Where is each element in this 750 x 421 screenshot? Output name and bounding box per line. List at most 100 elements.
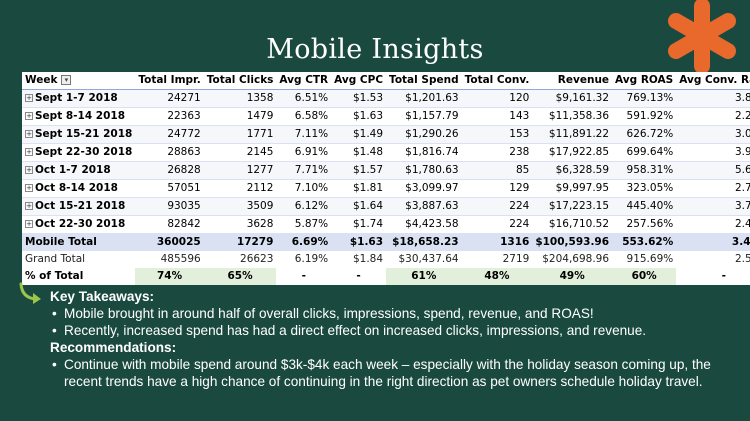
cell: - <box>276 268 332 285</box>
cell: 238 <box>461 143 533 162</box>
row-week-label: Sept 15-21 2018 <box>35 128 133 140</box>
cell: $30,437.64 <box>386 251 462 268</box>
expand-icon[interactable]: + <box>25 166 33 174</box>
cell: 3509 <box>203 197 277 216</box>
cell: 6.51% <box>276 89 332 108</box>
cell: $3,887.63 <box>386 197 462 216</box>
mobile-insights-table: Week ▾ Total Impr. Total Clicks Avg CTR A… <box>22 72 750 285</box>
cell: 2145 <box>203 143 277 162</box>
table-row: + Oct 22-30 2018 82842 3628 5.87% $1.74 $… <box>22 215 750 234</box>
expand-icon[interactable]: + <box>25 130 33 138</box>
cell: $17,223.15 <box>532 197 613 216</box>
grand-total-row: Grand Total 485596 26623 6.19% $1.84 $30… <box>22 251 750 268</box>
expand-icon[interactable]: + <box>25 184 33 192</box>
list-item: Continue with mobile spend around $3k-$4… <box>50 356 740 390</box>
cell: 24271 <box>135 89 204 108</box>
row-week-label: Oct 15-21 2018 <box>35 200 126 212</box>
cell: 5.61% <box>676 161 750 180</box>
header-total-clicks: Total Clicks <box>203 72 277 90</box>
header-total-impr: Total Impr. <box>135 72 204 90</box>
cell: $1.49 <box>331 125 387 144</box>
expand-icon[interactable]: + <box>25 94 33 102</box>
cell: $1.48 <box>331 143 387 162</box>
cell: Mobile Total <box>22 233 136 251</box>
cell: $100,593.96 <box>532 233 613 251</box>
cell: 48% <box>461 268 533 285</box>
table-row: + Sept 15-21 2018 24772 1771 7.11% $1.49 … <box>22 125 750 144</box>
cell: $16,710.52 <box>532 215 613 234</box>
cell: 26828 <box>135 161 204 180</box>
cell: 626.72% <box>612 125 677 144</box>
row-week-label: Oct 22-30 2018 <box>35 218 126 230</box>
cell: 6.19% <box>276 251 332 268</box>
header-avg-conv-rate: Avg Conv. Rate <box>676 72 750 90</box>
cell: 65% <box>203 268 277 285</box>
cell: 153 <box>461 125 533 144</box>
page-title: Mobile Insights <box>266 34 484 65</box>
header-week[interactable]: Week ▾ <box>22 72 136 90</box>
cell: $1.63 <box>331 233 387 251</box>
cell: $1.63 <box>331 107 387 126</box>
percent-of-total-row: % of Total 74% 65% - - 61% 48% 49% 60% - <box>22 268 750 285</box>
cell: $1.84 <box>331 251 387 268</box>
cell: 915.69% <box>612 251 677 268</box>
list-item: Recently, increased spend has had a dire… <box>50 322 740 339</box>
row-week-label: Sept 1-7 2018 <box>35 92 118 104</box>
header-total-spend: Total Spend <box>386 72 462 90</box>
cell: 3628 <box>203 215 277 234</box>
row-week-label: Oct 1-7 2018 <box>35 164 111 176</box>
cell: 485596 <box>135 251 204 268</box>
cell: 93035 <box>135 197 204 216</box>
cell: 26623 <box>203 251 277 268</box>
takeaways-heading: Key Takeaways: <box>50 289 155 304</box>
cell: $4,423.58 <box>386 215 462 234</box>
cell: 3.44% <box>676 233 750 251</box>
cell: 143 <box>461 107 533 126</box>
header-revenue: Revenue <box>532 72 613 90</box>
cell: 323.05% <box>612 179 677 198</box>
cell: % of Total <box>22 268 136 285</box>
cell: 85 <box>461 161 533 180</box>
list-item: Mobile brought in around half of overall… <box>50 305 740 322</box>
header-total-conv: Total Conv. <box>461 72 533 90</box>
cell: 3.74% <box>676 197 750 216</box>
cell: 224 <box>461 197 533 216</box>
cell: $11,891.22 <box>532 125 613 144</box>
expand-icon[interactable]: + <box>25 202 33 210</box>
table-row: + Sept 22-30 2018 28863 2145 6.91% $1.48 … <box>22 143 750 162</box>
cell: 769.13% <box>612 89 677 108</box>
cell: $1.53 <box>331 89 387 108</box>
cell: 7.71% <box>276 161 332 180</box>
cell: $3,099.97 <box>386 179 462 198</box>
header-avg-cpc: Avg CPC <box>331 72 387 90</box>
table-row: + Oct 1-7 2018 26828 1277 7.71% $1.57 $1,… <box>22 161 750 180</box>
cell: $1.57 <box>331 161 387 180</box>
filter-dropdown-icon[interactable]: ▾ <box>61 75 72 85</box>
row-week-label: Oct 8-14 2018 <box>35 182 118 194</box>
cell: 445.40% <box>612 197 677 216</box>
cell: Grand Total <box>22 251 136 268</box>
cell: 224 <box>461 215 533 234</box>
asterisk-decoration-icon <box>668 0 736 74</box>
expand-icon[interactable]: + <box>25 112 33 120</box>
cell: 60% <box>612 268 677 285</box>
cell: 28863 <box>135 143 204 162</box>
cell: 699.64% <box>612 143 677 162</box>
cell: 57051 <box>135 179 204 198</box>
row-week-label: Sept 22-30 2018 <box>35 146 133 158</box>
cell: - <box>676 268 750 285</box>
cell: 1771 <box>203 125 277 144</box>
cell: 129 <box>461 179 533 198</box>
recommendations-heading: Recommendations: <box>50 340 177 355</box>
header-avg-ctr: Avg CTR <box>276 72 332 90</box>
cell: 2112 <box>203 179 277 198</box>
cell: $6,328.59 <box>532 161 613 180</box>
cell: 120 <box>461 89 533 108</box>
cell: 6.12% <box>276 197 332 216</box>
cell: 22363 <box>135 107 204 126</box>
expand-icon[interactable]: + <box>25 148 33 156</box>
cell: 17279 <box>203 233 277 251</box>
cell: 7.11% <box>276 125 332 144</box>
cell: 2.44% <box>676 215 750 234</box>
expand-icon[interactable]: + <box>25 220 33 228</box>
